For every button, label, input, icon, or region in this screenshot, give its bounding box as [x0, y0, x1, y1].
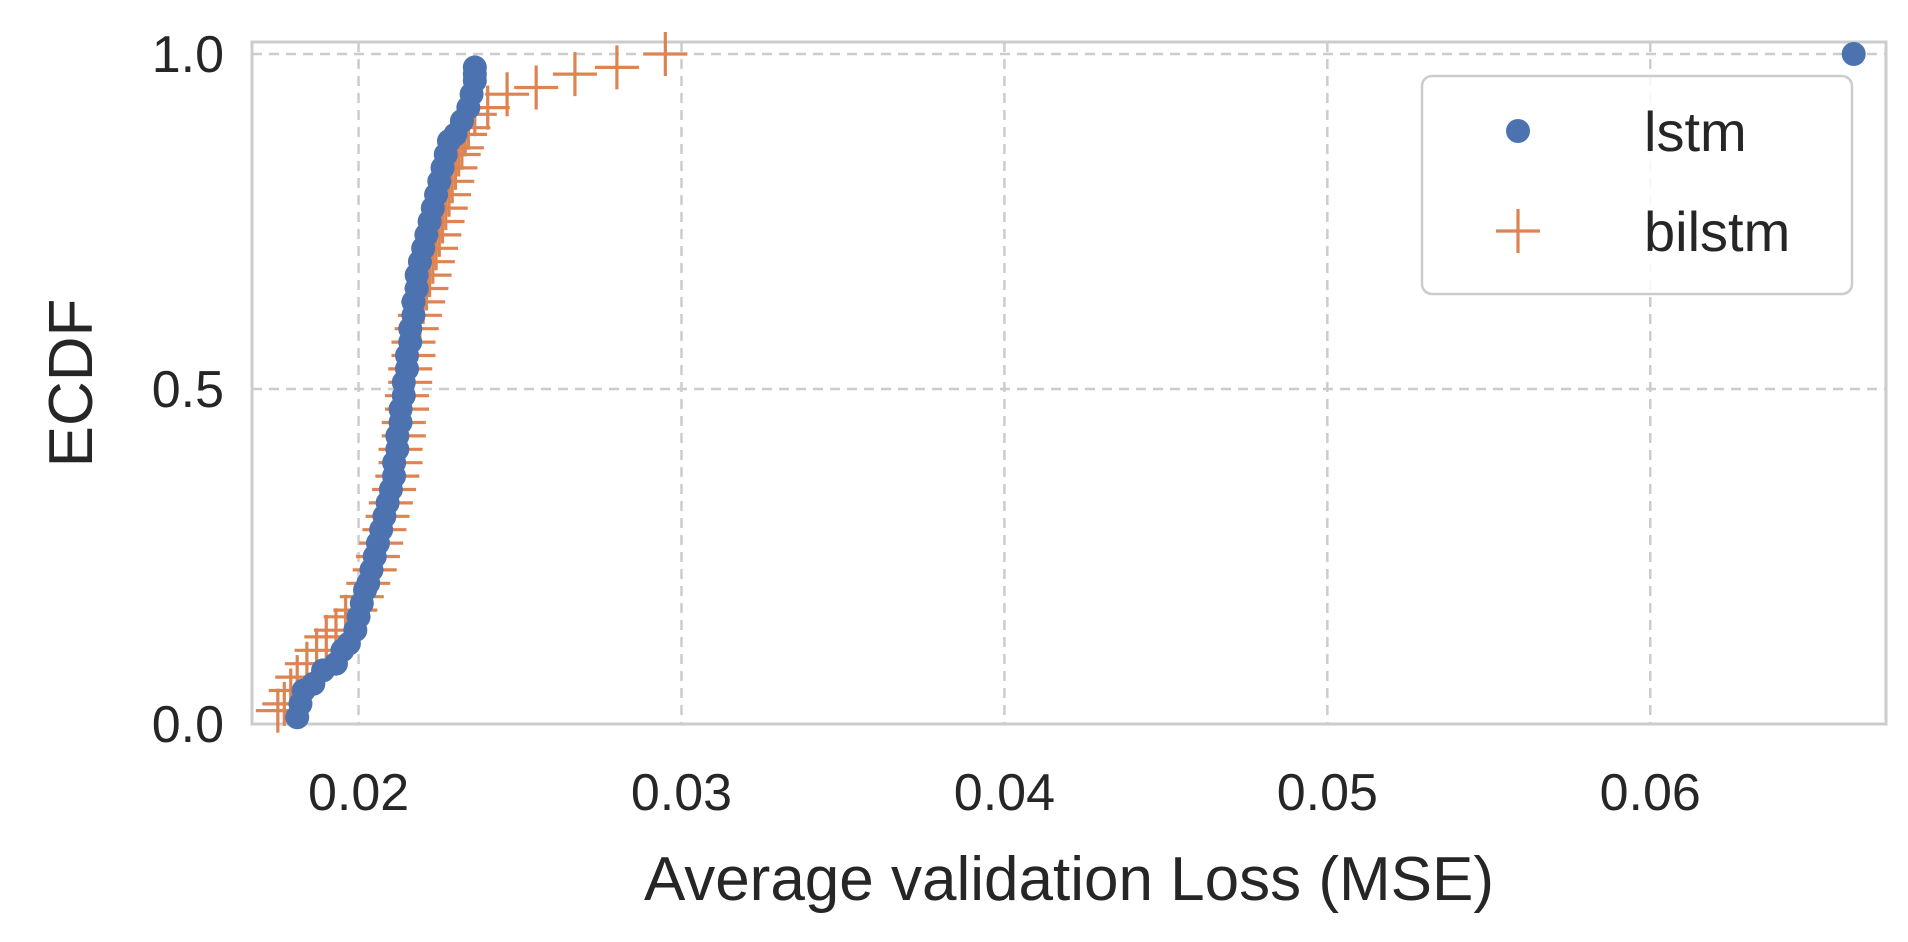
bilstm-point — [643, 32, 688, 76]
legend-marker-lstm — [1506, 119, 1530, 143]
legend-label-lstm: lstm — [1644, 100, 1747, 163]
series-bilstm — [255, 32, 688, 733]
bilstm-point — [594, 45, 639, 90]
x-tick-label: 0.03 — [631, 764, 732, 822]
x-tick-label: 0.04 — [954, 764, 1055, 822]
y-tick-label: 0.0 — [152, 696, 224, 754]
legend: lstm bilstm — [1420, 74, 1854, 296]
y-tick-label: 0.5 — [152, 361, 224, 419]
x-tick-label: 0.06 — [1600, 764, 1701, 822]
y-axis-label: ECDF — [37, 299, 106, 468]
y-tick-label: 1.0 — [152, 26, 224, 84]
lstm-point — [462, 55, 487, 80]
series-layer — [255, 32, 1866, 733]
x-tick-label: 0.02 — [308, 764, 409, 822]
x-tick-label: 0.05 — [1277, 764, 1378, 822]
legend-label-bilstm: bilstm — [1644, 200, 1790, 263]
plot-frame — [250, 40, 1888, 726]
series-lstm — [285, 42, 1866, 730]
x-tick-labels: 0.02 0.03 0.04 0.05 0.06 — [308, 764, 1701, 822]
lstm-point — [1841, 42, 1866, 66]
bilstm-point — [552, 52, 597, 97]
x-axis-label: Average validation Loss (MSE) — [644, 845, 1494, 914]
y-tick-labels: 0.0 0.5 1.0 — [152, 26, 224, 754]
bilstm-point — [514, 65, 559, 110]
bilstm-point — [485, 72, 530, 117]
legend-marker-bilstm — [1496, 209, 1540, 253]
